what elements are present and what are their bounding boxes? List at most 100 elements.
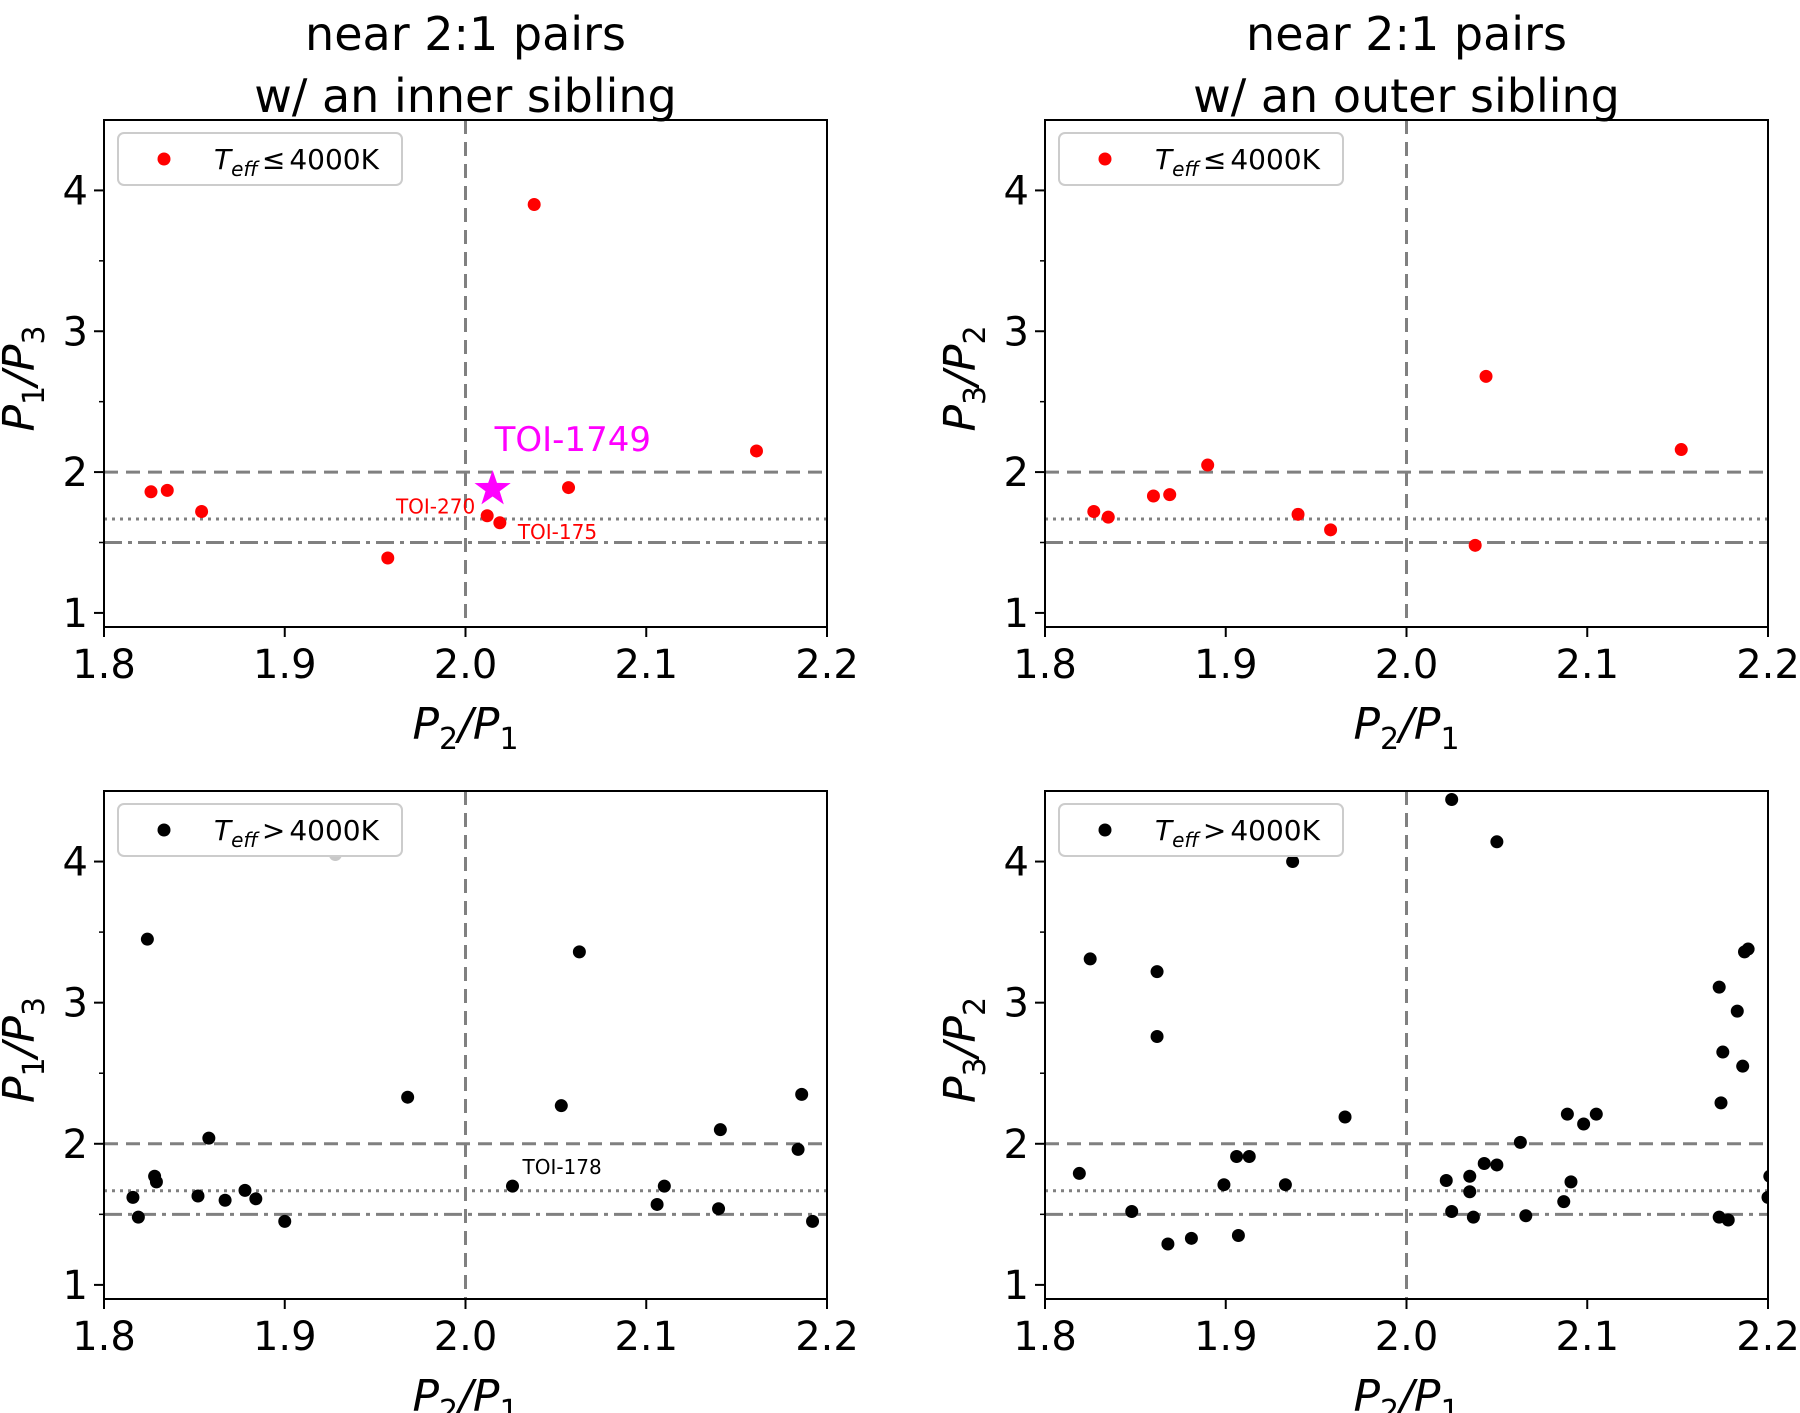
y-tick-label: 2 xyxy=(63,450,88,496)
y-tick-label: 1 xyxy=(1004,591,1029,637)
data-point xyxy=(480,509,494,523)
legend: Teff >4000K xyxy=(117,803,403,857)
point-annotation: TOI-178 xyxy=(521,1155,601,1179)
y-tick-label: 2 xyxy=(1004,1122,1029,1168)
x-tick-label: 2.1 xyxy=(1555,1314,1619,1360)
data-point xyxy=(562,481,576,495)
x-tick-label: 1.9 xyxy=(253,1314,317,1360)
data-point xyxy=(1161,1237,1175,1251)
data-point xyxy=(1087,505,1101,519)
y-tick-label: 3 xyxy=(1004,309,1029,355)
data-point xyxy=(1217,1178,1231,1192)
data-point xyxy=(572,945,586,959)
legend-box xyxy=(1058,132,1344,186)
data-point xyxy=(1736,1059,1750,1073)
data-point xyxy=(1286,855,1300,869)
point-annotation: TOI-270 xyxy=(395,495,475,519)
x-axis-label: P2/P1 xyxy=(412,1371,518,1413)
data-point xyxy=(1125,1205,1139,1219)
data-point xyxy=(554,1099,568,1113)
legend-marker xyxy=(157,823,171,837)
data-point xyxy=(1730,1004,1744,1018)
legend-label: Teff >4000K xyxy=(214,814,380,852)
points-group xyxy=(126,848,820,1228)
data-point xyxy=(126,1190,140,1204)
data-point xyxy=(1466,1210,1480,1224)
panel-2: near 2:1 pairs w/ an outer sibling 1.8 1.9 2… xyxy=(935,7,1800,757)
y-tick-label: 4 xyxy=(63,168,88,214)
legend: Teff ≤4000K xyxy=(117,132,403,186)
y-tick-label: 3 xyxy=(63,981,88,1027)
y-axis-label: P3/P2 xyxy=(935,997,993,1103)
highlight-label: TOI-1749 xyxy=(494,420,651,460)
y-tick-label: 2 xyxy=(63,1122,88,1168)
data-point xyxy=(1716,1045,1730,1059)
points-group xyxy=(1072,792,1768,1251)
panel-title-line: w/ an outer sibling xyxy=(1193,69,1620,123)
legend-box xyxy=(117,803,403,857)
data-point xyxy=(1445,792,1459,806)
data-point xyxy=(791,1142,805,1156)
data-point xyxy=(1439,1173,1453,1187)
y-tick-label: 1 xyxy=(63,591,88,637)
data-point xyxy=(1712,980,1726,994)
data-point xyxy=(1072,1166,1086,1180)
y-tick-label: 4 xyxy=(1004,840,1029,886)
data-point xyxy=(202,1131,216,1145)
data-point xyxy=(1557,1195,1571,1209)
data-point xyxy=(1150,1030,1164,1044)
x-axis-label: P2/P1 xyxy=(1353,1371,1459,1413)
data-point xyxy=(1083,952,1097,966)
y-axis-label: P1/P3 xyxy=(0,997,52,1103)
x-axis-label: P2/P1 xyxy=(1353,699,1459,757)
data-point xyxy=(1564,1175,1578,1189)
x-axis-label: P2/P1 xyxy=(412,699,518,757)
data-point xyxy=(1468,538,1482,552)
legend-box xyxy=(117,132,403,186)
data-point xyxy=(1324,523,1338,537)
data-point xyxy=(1577,1117,1591,1131)
data-point xyxy=(795,1087,809,1101)
point-annotation: TOI-175 xyxy=(517,520,597,544)
data-point xyxy=(750,444,764,458)
x-tick-label: 1.9 xyxy=(1194,1314,1258,1360)
y-tick-label: 2 xyxy=(1004,450,1029,496)
data-point xyxy=(505,1179,519,1193)
x-tick-label: 2.0 xyxy=(434,642,498,688)
x-tick-label: 1.8 xyxy=(1013,642,1077,688)
data-point xyxy=(131,1210,145,1224)
x-tick-label: 2.1 xyxy=(614,1314,678,1360)
data-point xyxy=(527,198,541,211)
legend-label: Teff ≤4000K xyxy=(1155,143,1321,181)
data-point xyxy=(1477,1157,1491,1171)
data-point xyxy=(806,1214,820,1228)
data-point xyxy=(249,1192,263,1206)
data-point xyxy=(1230,1149,1244,1163)
data-point xyxy=(1242,1149,1256,1163)
x-tick-label: 2.2 xyxy=(1736,1314,1800,1360)
panel-title-line: w/ an inner sibling xyxy=(254,69,677,123)
x-tick-label: 1.8 xyxy=(72,1314,136,1360)
y-tick-label: 4 xyxy=(1004,168,1029,214)
data-point xyxy=(149,1175,163,1189)
data-point xyxy=(401,1090,415,1104)
data-point xyxy=(1589,1107,1603,1121)
data-point xyxy=(191,1189,205,1203)
x-tick-label: 2.2 xyxy=(795,1314,859,1360)
legend-marker xyxy=(1098,823,1112,837)
x-tick-label: 2.0 xyxy=(1375,642,1439,688)
data-point xyxy=(381,551,395,565)
y-axis-label: P3/P2 xyxy=(935,325,993,431)
data-point xyxy=(1231,1229,1245,1242)
data-point xyxy=(1278,1178,1292,1192)
data-point xyxy=(1479,369,1493,383)
data-point xyxy=(1560,1107,1574,1121)
legend-marker xyxy=(157,152,171,166)
data-point xyxy=(160,483,174,497)
y-axis-label: P1/P3 xyxy=(0,325,52,431)
y-tick-label: 1 xyxy=(1004,1263,1029,1309)
legend-box xyxy=(1058,803,1344,857)
data-point xyxy=(1513,1135,1527,1149)
x-tick-label: 2.2 xyxy=(1736,642,1800,688)
